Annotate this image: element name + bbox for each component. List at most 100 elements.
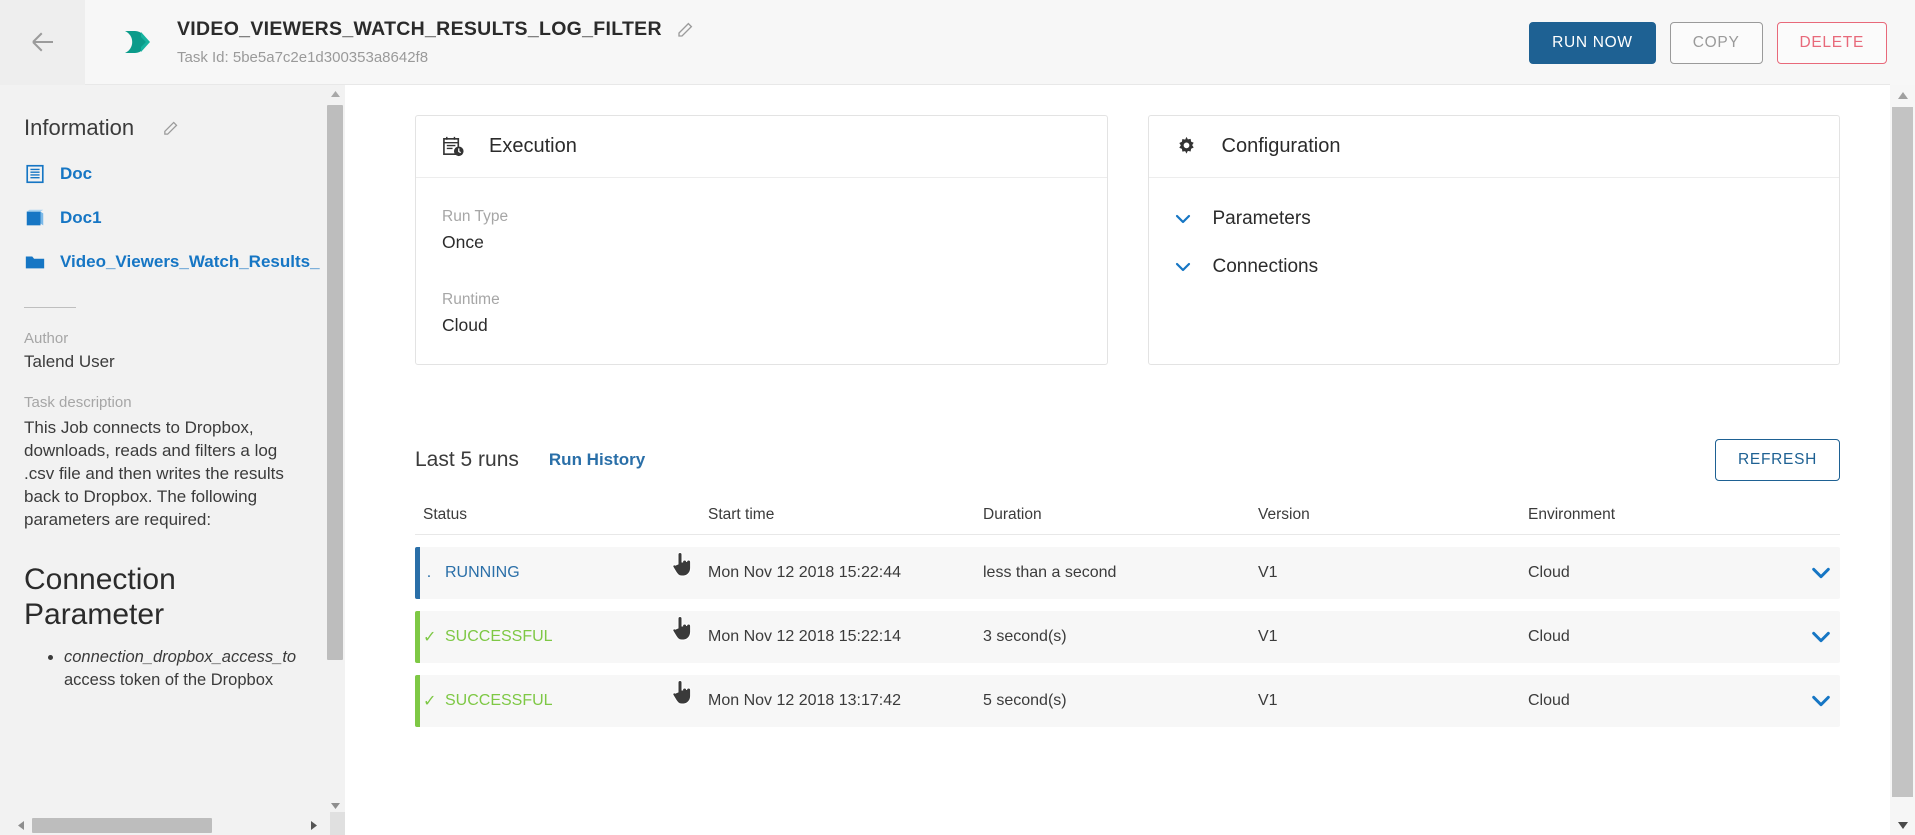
delete-button[interactable]: DELETE xyxy=(1776,21,1887,64)
refresh-button[interactable]: REFRESH xyxy=(1715,439,1840,481)
configuration-card-header: Configuration xyxy=(1148,116,1839,178)
execution-card-header: Execution xyxy=(416,116,1107,178)
parameter-desc: access token of the Dropbox xyxy=(64,671,274,690)
run-history-link[interactable]: Run History xyxy=(548,450,646,469)
run-now-button[interactable]: RUN NOW xyxy=(1529,21,1656,64)
pencil-icon[interactable] xyxy=(162,120,179,137)
column-header-environment: Environment xyxy=(1528,505,1616,523)
triangle-down-icon xyxy=(330,803,340,809)
title-block: VIDEO_VIEWERS_WATCH_RESULTS_LOG_FILTER T… xyxy=(177,18,694,66)
sidebar-item-folder[interactable]: Video_Viewers_Watch_Results_ xyxy=(24,251,321,273)
chevron-down-icon[interactable] xyxy=(1810,690,1832,712)
scroll-down-button[interactable] xyxy=(1890,815,1915,835)
runs-table-header: Status Start time Duration Version Envir… xyxy=(415,495,1840,535)
execution-card: Execution Run Type Once Runtime Cloud xyxy=(415,115,1108,365)
sidebar-horizontal-scrollbar[interactable] xyxy=(0,815,345,835)
gear-icon xyxy=(1178,136,1194,154)
table-row[interactable]: ✓ SUCCESSFUL Mon Nov 12 2018 13:17:42 5 … xyxy=(415,675,1840,727)
back-button[interactable] xyxy=(0,0,85,85)
run-start-time: Mon Nov 12 2018 13:17:42 xyxy=(672,680,983,710)
page-title: VIDEO_VIEWERS_WATCH_RESULTS_LOG_FILTER xyxy=(177,18,662,40)
run-duration: 5 second(s) xyxy=(983,692,1067,709)
sidebar-header: Information xyxy=(24,115,321,141)
information-sidebar: Information Doc Doc1 xyxy=(0,85,345,835)
run-version: V1 xyxy=(1258,692,1278,709)
config-row-label: Parameters xyxy=(1212,208,1311,229)
triangle-left-icon xyxy=(18,820,24,830)
config-row-connections[interactable]: Connections xyxy=(1175,256,1814,278)
run-status-label: RUNNING xyxy=(445,564,520,581)
run-type-label: Run Type xyxy=(442,208,509,225)
top-bar: VIDEO_VIEWERS_WATCH_RESULTS_LOG_FILTER T… xyxy=(0,0,1915,85)
page-vertical-scrollbar[interactable] xyxy=(1890,85,1915,835)
scroll-left-button[interactable] xyxy=(12,815,30,835)
parameter-name: connection_dropbox_access_to xyxy=(64,648,297,667)
run-status-cell: ✓ SUCCESSFUL xyxy=(423,627,708,647)
config-row-parameters[interactable]: Parameters xyxy=(1175,208,1814,230)
books-icon xyxy=(26,209,44,226)
run-start-time-text: Mon Nov 12 2018 15:22:14 xyxy=(708,628,902,645)
arrow-left-icon xyxy=(31,32,53,52)
run-start-time-text: Mon Nov 12 2018 13:17:42 xyxy=(708,692,902,709)
task-id: Task Id: 5be5a7c2e1d300353a8642f8 xyxy=(177,49,429,66)
configuration-card-body: Parameters Connections xyxy=(1149,178,1840,364)
scroll-up-button[interactable] xyxy=(1890,85,1915,105)
check-icon: ✓ xyxy=(423,629,437,646)
table-row[interactable]: . RUNNING Mon Nov 12 2018 15:22:44 less … xyxy=(415,547,1840,599)
sidebar-vertical-scrollbar[interactable] xyxy=(325,85,345,815)
main-content: Execution Run Type Once Runtime Cloud Co xyxy=(345,85,1890,835)
pencil-icon[interactable] xyxy=(676,21,694,39)
table-row[interactable]: ✓ SUCCESSFUL Mon Nov 12 2018 15:22:14 3 … xyxy=(415,611,1840,663)
description-section-heading: Connection Parameter xyxy=(24,562,176,631)
check-icon: ✓ xyxy=(423,693,437,710)
triangle-up-icon xyxy=(330,91,340,97)
author-value: Talend User xyxy=(24,352,115,371)
sidebar-item-label: Video_Viewers_Watch_Results_ xyxy=(60,252,320,271)
run-environment: Cloud xyxy=(1528,692,1570,709)
triangle-down-icon xyxy=(1897,821,1908,829)
scroll-down-button[interactable] xyxy=(325,797,345,815)
folder-icon xyxy=(25,256,45,269)
sidebar-item-doc[interactable]: Doc xyxy=(24,163,321,185)
configuration-card-title: Configuration xyxy=(1221,135,1341,157)
chevron-down-icon xyxy=(1175,214,1190,224)
column-header-version: Version xyxy=(1258,505,1310,523)
run-duration: less than a second xyxy=(983,564,1117,581)
sidebar-item-doc1[interactable]: Doc1 xyxy=(24,207,321,229)
run-type-value: Once xyxy=(442,232,484,252)
author-label: Author xyxy=(24,330,69,347)
scrollbar-thumb[interactable] xyxy=(32,818,212,833)
run-start-time: Mon Nov 12 2018 15:22:44 xyxy=(672,552,983,582)
run-environment: Cloud xyxy=(1528,628,1570,645)
calendar-clock-icon xyxy=(443,136,464,157)
summary-cards: Execution Run Type Once Runtime Cloud Co xyxy=(415,115,1840,365)
sidebar-item-label: Doc xyxy=(60,164,93,183)
scroll-right-button[interactable] xyxy=(305,815,323,835)
column-header-status: Status xyxy=(423,505,467,523)
run-status-cell: ✓ SUCCESSFUL xyxy=(423,691,708,711)
dot-icon: . xyxy=(426,564,432,581)
chevron-down-icon xyxy=(1175,262,1190,272)
copy-button[interactable]: COPY xyxy=(1669,21,1763,64)
chevron-down-icon[interactable] xyxy=(1810,562,1832,584)
execution-card-title: Execution xyxy=(489,135,577,157)
run-status-label: SUCCESSFUL xyxy=(445,692,553,709)
runs-title: Last 5 runs xyxy=(415,448,519,471)
configuration-card: Configuration Parameters Connections xyxy=(1147,115,1840,365)
sidebar-item-label: Doc1 xyxy=(60,208,102,227)
scroll-up-button[interactable] xyxy=(325,85,345,103)
column-header-duration: Duration xyxy=(983,505,1042,523)
runtime-label: Runtime xyxy=(442,291,500,308)
description-bullet-list: connection_dropbox_access_to access toke… xyxy=(24,646,324,692)
run-start-time-text: Mon Nov 12 2018 15:22:44 xyxy=(708,564,902,581)
column-header-start-time: Start time xyxy=(708,505,775,523)
scrollbar-thumb[interactable] xyxy=(1892,107,1913,797)
execution-card-body: Run Type Once Runtime Cloud xyxy=(416,178,1107,364)
runtime-value: Cloud xyxy=(442,315,488,335)
scrollbar-thumb[interactable] xyxy=(327,105,343,660)
run-duration: 3 second(s) xyxy=(983,628,1067,645)
divider xyxy=(24,307,76,308)
chevron-down-icon[interactable] xyxy=(1810,626,1832,648)
run-version: V1 xyxy=(1258,564,1278,581)
runs-header: Last 5 runs Run History REFRESH xyxy=(415,437,1840,483)
